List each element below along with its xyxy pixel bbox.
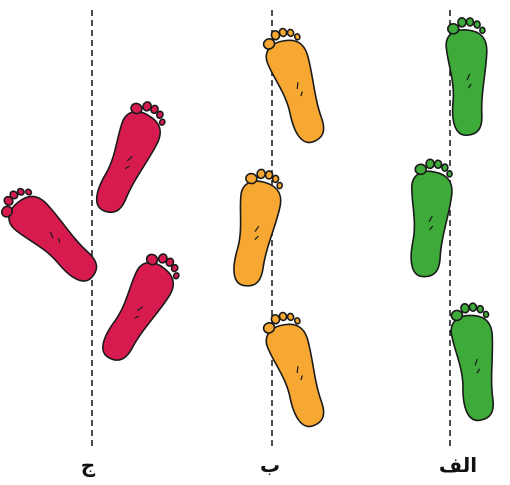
footprint [257, 306, 337, 433]
column-label: ج [81, 453, 96, 477]
column-label: ب [260, 453, 280, 477]
footprint [93, 245, 187, 370]
footprint [257, 22, 337, 149]
column-label: الف [439, 453, 477, 477]
footprint [443, 15, 493, 137]
footprints-orange [227, 22, 337, 433]
footprint [88, 95, 172, 221]
footprint [406, 157, 455, 279]
footprint [446, 299, 505, 424]
footprints-green [406, 15, 505, 424]
footprint [227, 166, 286, 290]
